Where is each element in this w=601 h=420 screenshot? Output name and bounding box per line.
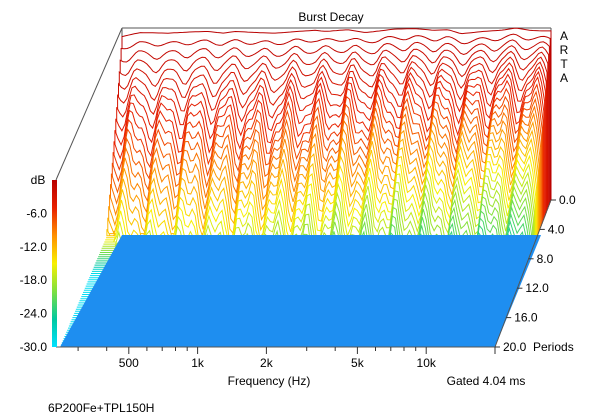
depth-tick-label: 0.0	[559, 193, 576, 207]
footer-label: 6P200Fe+TPL150H	[48, 401, 154, 415]
depth-axis-ticks: 0.0 4.0 8.0 12.0 16.0 20.0	[495, 193, 576, 354]
x-tick-label: 1k	[191, 356, 205, 370]
chart-title: Burst Decay	[298, 10, 363, 24]
x-tick-label: 10k	[417, 356, 437, 370]
floor-plane	[60, 235, 541, 347]
x-tick-label: 5k	[351, 356, 365, 370]
z-tick-label: -6.0	[26, 206, 47, 220]
x-axis-label: Frequency (Hz)	[228, 374, 311, 388]
depth-tick-label: 16.0	[514, 311, 538, 325]
z-tick-label: -12.0	[20, 240, 48, 254]
z-tick-label: -24.0	[20, 307, 48, 321]
depth-tick-label: 20.0	[503, 340, 527, 354]
depth-tick-label: 12.0	[525, 281, 549, 295]
z-tick-label: -30.0	[20, 340, 48, 354]
colorbar	[52, 180, 57, 347]
z-axis-ticks: -6.0 -12.0 -18.0 -24.0 -30.0	[20, 206, 48, 354]
x-axis-ticks: 500 1k 2k 5k 10k	[77, 347, 496, 370]
depth-tick-label: 4.0	[548, 222, 565, 236]
x-tick-label: 2k	[260, 356, 274, 370]
depth-axis-label: Periods	[533, 340, 574, 354]
z-tick-label: -18.0	[20, 273, 48, 287]
depth-tick-label: 8.0	[537, 252, 554, 266]
z-axis-label: dB	[31, 173, 46, 187]
gate-label: Gated 4.04 ms	[447, 374, 526, 388]
x-tick-label: 500	[119, 356, 139, 370]
